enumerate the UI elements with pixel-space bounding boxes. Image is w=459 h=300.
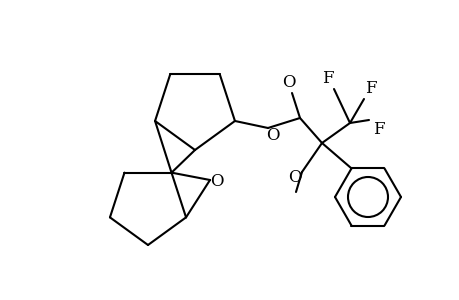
Text: O: O <box>210 173 223 190</box>
Text: F: F <box>372 121 384 137</box>
Text: O: O <box>282 74 295 91</box>
Text: F: F <box>321 70 333 86</box>
Text: F: F <box>364 80 376 97</box>
Text: O: O <box>266 127 279 143</box>
Text: O: O <box>288 169 301 185</box>
